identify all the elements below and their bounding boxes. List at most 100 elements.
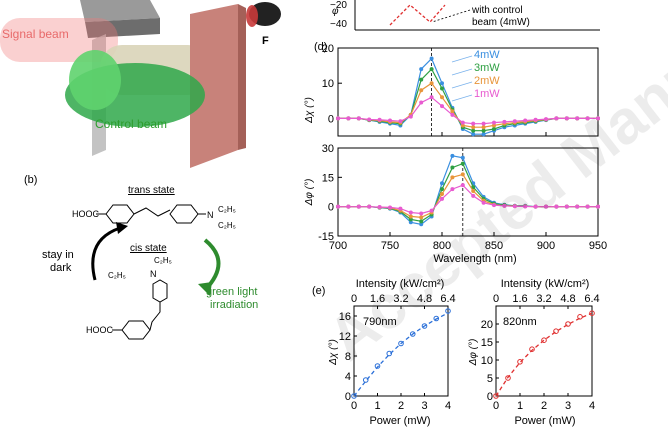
panel-c-ylabel: φ — [332, 6, 339, 17]
panel-d-point-0-3-16 — [502, 119, 507, 124]
panel-e-toptick-label-1-4: 6.4 — [584, 293, 599, 305]
panel-e-right-ylabel: Δφ (°) — [468, 339, 479, 367]
panel-d-point-0-3-3 — [367, 117, 372, 122]
panel-d-point-0-3-25 — [596, 116, 600, 121]
panel-c-curve — [389, 4, 446, 26]
panel-d-point-1-3-18 — [523, 204, 528, 209]
panel-a-illustration: Signal beam Control beam F — [0, 0, 281, 168]
panel-e-toptick-label-1-2: 3.2 — [536, 293, 551, 305]
panel-e-xtick-label-0-3: 3 — [421, 400, 427, 412]
panel-d-point-1-3-1 — [346, 204, 351, 209]
panel-d-point-1-3-23 — [575, 204, 580, 209]
panel-d-point-1-1-10 — [440, 187, 444, 192]
trans-ring-1 — [105, 204, 135, 224]
irradiation-text: irradiation — [210, 299, 258, 311]
cis-ring-1 — [152, 279, 168, 303]
control-beam-face — [69, 50, 121, 110]
panel-d-point-0-1-10 — [440, 86, 444, 91]
panel-e-point-0-5 — [409, 331, 416, 337]
panel-d-point-1-3-12 — [460, 183, 465, 188]
panel-d-point-0-2-8 — [419, 88, 424, 93]
cis-left-group: C₂H₅ — [108, 271, 126, 280]
panel-d-point-0-2-12 — [460, 123, 465, 128]
panel-d-point-0-0-13 — [471, 132, 476, 137]
panel-d-point-0-1-14 — [481, 128, 486, 133]
panel-d-point-0-3-17 — [512, 119, 517, 124]
panel-d-label: (d) — [314, 41, 327, 53]
panel-e-xtick-label-1-3: 3 — [565, 400, 571, 412]
panel-e-fit-line-1 — [495, 312, 593, 397]
panel-e-ytick-label-0-1: 4 — [345, 371, 351, 383]
panel-e-ytick-label-0-0: 0 — [345, 391, 351, 403]
panel-d-legend-pointer-1 — [451, 68, 473, 76]
panel-d-xtick-label-1: 750 — [381, 240, 399, 252]
panel-d-xtick-label-3: 850 — [485, 240, 503, 252]
panel-d-point-0-3-4 — [377, 117, 382, 122]
panel-d-point-0-3-1 — [346, 116, 351, 121]
trans-azo — [133, 207, 171, 217]
panel-d-point-0-3-13 — [471, 121, 476, 126]
trans-state-label: trans state — [128, 185, 175, 196]
panel-d-point-0-0-8 — [419, 67, 424, 72]
panel-e-point-1-4 — [541, 337, 547, 344]
cis-hooc: HOOC — [86, 325, 114, 335]
panel-e-ytick-label-0-2: 8 — [345, 351, 351, 363]
panel-d-point-0-3-9 — [429, 95, 434, 100]
panel-d-point-1-1-13 — [471, 185, 476, 190]
control-beam-label: Control beam — [95, 117, 167, 131]
panel-d-point-0-3-10 — [440, 104, 444, 109]
dark-text: dark — [50, 262, 72, 274]
panel-e-point-1-5 — [553, 328, 559, 335]
panel-e-point-0-1 — [362, 377, 369, 383]
lens-f-front — [246, 5, 258, 27]
panel-d-point-0-3-24 — [585, 116, 590, 121]
panel-e-right-inset: 820nm — [503, 316, 537, 328]
panel-e-toptick-label-1-0: 0 — [493, 293, 499, 305]
panel-e-ytick-label-0-4: 16 — [339, 311, 351, 323]
panel-d-point-1-0-12 — [460, 155, 465, 160]
panel-d-point-1-3-3 — [367, 204, 372, 209]
trans-sub-top: C₂H₅ — [218, 205, 236, 214]
panel-e-xtick-label-0-1: 1 — [374, 400, 380, 412]
panel-d-point-0-3-22 — [564, 116, 569, 121]
panel-e-label: (e) — [312, 285, 325, 297]
panel-d-point-0-3-12 — [460, 120, 465, 125]
panel-d-point-0-2-11 — [450, 109, 455, 114]
panel-d-point-0-2-9 — [429, 81, 434, 86]
panel-d-point-0-3-20 — [544, 117, 548, 122]
panel-e-point-0-8 — [445, 308, 451, 314]
panel-d-legend-pointer-2 — [451, 81, 473, 89]
panel-d-point-1-3-24 — [585, 204, 590, 209]
panel-d-point-1-3-9 — [429, 208, 434, 213]
panel-d-point-1-2-10 — [440, 191, 444, 196]
panel-d-xtick-label-5: 950 — [589, 240, 607, 252]
panel-e-right-top-label: Intensity (kW/cm²) — [501, 278, 590, 290]
panel-d-point-1-3-21 — [554, 204, 559, 209]
panel-e-fit-line-0 — [353, 312, 449, 397]
panel-d-point-0-3-2 — [356, 116, 361, 121]
panel-d-point-0-0-9 — [429, 56, 434, 61]
panel-e-ytick-label-1-1: 5 — [487, 373, 493, 385]
panel-e-left-inset: 790nm — [363, 316, 397, 328]
panel-d-point-1-3-25 — [596, 204, 600, 209]
dark-arrow-head — [116, 222, 128, 234]
panel-d-point-1-1-8 — [419, 219, 424, 224]
panel-d-ytick-label-1-3: 30 — [322, 143, 334, 155]
panel-d-ytick-label-0-2: 20 — [322, 43, 334, 55]
panel-d-point-1-3-14 — [481, 200, 486, 205]
panel-e-point-1-7 — [577, 314, 583, 320]
panel-d-point-1-3-15 — [492, 203, 496, 208]
panel-e-ytick-label-1-0: 0 — [487, 391, 493, 403]
panel-e-toptick-label-0-2: 3.2 — [393, 293, 408, 305]
panel-d-ytick-label-0-0: 0 — [328, 113, 334, 125]
panel-e-xtick-label-1-1: 1 — [517, 400, 523, 412]
panel-d-point-0-3-21 — [554, 116, 559, 121]
panel-b-schematic: (b) trans state HOOC N C₂H₅ C₂H₅ stay in… — [24, 174, 258, 340]
panel-d-point-1-3-6 — [398, 206, 403, 211]
panel-d-point-0-2-15 — [492, 123, 496, 128]
panel-e-point-1-0 — [493, 393, 499, 399]
panel-d-point-1-2-8 — [419, 215, 424, 220]
panel-d-series-line-0-1 — [338, 68, 598, 132]
panel-e-point-0-0 — [351, 393, 357, 399]
cis-state-label: cis state — [130, 243, 167, 254]
